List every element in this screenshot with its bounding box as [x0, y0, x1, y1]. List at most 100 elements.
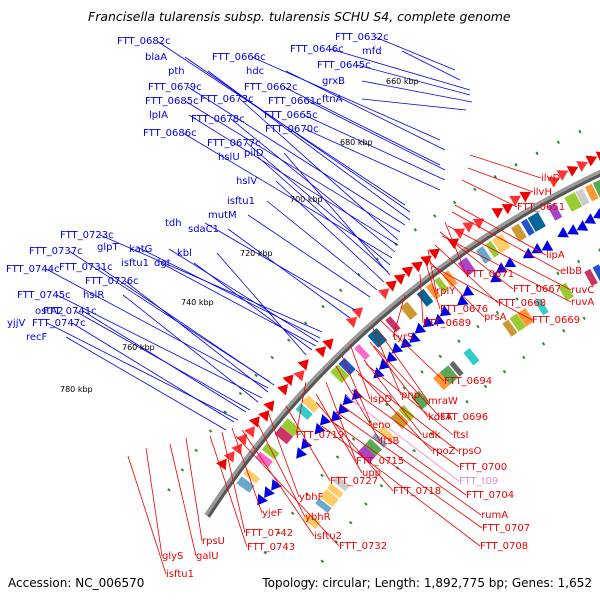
minus-strand-gene-label[interactable]: rpsU [202, 536, 225, 547]
minus-strand-gene-label[interactable]: pnp [401, 390, 420, 401]
minus-strand-gene-label[interactable]: glyS [162, 551, 183, 562]
minus-strand-gene-label[interactable]: FTT_0696 [440, 412, 488, 423]
plus-strand-gene-label[interactable]: FTT_0731c [59, 262, 113, 273]
minus-strand-gene-label[interactable]: mraW [428, 396, 458, 407]
minus-strand-gene-label[interactable]: FTT_0719 [296, 430, 344, 441]
minus-strand-gene-label[interactable]: tyrS [393, 332, 413, 343]
minus-strand-gene-label[interactable]: isftu1 [166, 569, 194, 580]
plus-strand-gene-label[interactable]: glpT [97, 242, 119, 253]
minus-strand-gene-label[interactable]: upp [362, 468, 381, 479]
minus-strand-gene-label[interactable]: isftu2 [314, 531, 342, 542]
plus-strand-gene-label[interactable]: katG [129, 244, 152, 255]
plus-strand-gene-label[interactable]: FTT_0673c [200, 94, 254, 105]
plus-strand-gene-label[interactable]: FTT_0678c [191, 114, 245, 125]
plus-strand-gene-label[interactable]: yjjV [7, 318, 25, 329]
plus-strand-gene-label[interactable]: FTT_0670c [265, 124, 319, 135]
backbone-shadow [204, 169, 600, 517]
minus-strand-gene-label[interactable]: rpoZ [432, 446, 456, 457]
plus-strand-gene-label[interactable]: hslR [83, 290, 104, 301]
plus-strand-gene-label[interactable]: FTT_0632c [335, 32, 389, 43]
plus-strand-gene-label[interactable]: FTT_0747c [32, 318, 86, 329]
minus-strand-gene-label[interactable]: ybhF [299, 492, 324, 503]
minus-strand-gene-label[interactable]: ybhR [305, 512, 331, 523]
plus-strand-gene-label[interactable]: recF [26, 332, 48, 343]
minus-strand-gene-label[interactable]: FTT_0700 [459, 462, 507, 473]
plus-strand-gene-label[interactable]: isftu1 [121, 258, 149, 269]
plus-strand-gene-label[interactable]: hslV [236, 176, 257, 187]
plus-strand-gene-label[interactable]: ostA2 [35, 306, 63, 317]
minus-strand-gene-label[interactable]: FTT_0743 [247, 542, 295, 553]
minus-strand-gene-label[interactable]: FTT_0671 [466, 269, 514, 280]
plus-strand-gene-label[interactable]: FTT_0685c [145, 96, 199, 107]
plus-strand-gene-arrow [504, 256, 517, 268]
plus-strand-gene-label[interactable]: FTT_0645c [317, 60, 371, 71]
minus-strand-gene-label[interactable]: ispD [370, 394, 392, 405]
plus-strand-gene-label[interactable]: hdc [246, 66, 264, 77]
plus-strand-gene-label[interactable]: FTT_0677c [207, 138, 261, 149]
minus-strand-gene-label[interactable]: FTT_0718 [393, 486, 441, 497]
plus-strand-gene-label[interactable]: tdh [165, 218, 182, 229]
minus-strand-gene-label[interactable]: prsA [484, 312, 507, 323]
plus-strand-gene-label[interactable]: FTT_0686c [143, 128, 197, 139]
minus-label-connector [365, 363, 454, 436]
minus-strand-gene-label[interactable]: ruvA [571, 297, 594, 308]
minus-strand-gene-label[interactable]: FTT_0668 [498, 298, 546, 309]
plus-strand-gene-label[interactable]: FTT_0682c [117, 36, 171, 47]
plus-strand-gene-label[interactable]: kbl [177, 248, 192, 259]
plus-strand-gene-label[interactable]: FTT_0745c [17, 290, 71, 301]
plus-strand-gene-label[interactable]: FTT_0723c [60, 230, 114, 241]
minus-strand-gene-label[interactable]: FTT_0669 [532, 315, 580, 326]
minus-strand-gene-label[interactable]: FTT_0732 [339, 541, 387, 552]
minus-strand-gene-arrow [258, 410, 270, 422]
minus-strand-gene-label[interactable]: ftsB [380, 436, 399, 447]
minus-strand-gene-label[interactable]: FTT_0742 [245, 528, 293, 539]
plus-strand-gene-label[interactable]: hslU [218, 152, 240, 163]
plus-strand-gene-label[interactable]: FTT_0679c [148, 82, 202, 93]
plus-strand-gene-label[interactable]: FTT_0646c [290, 44, 344, 55]
minus-strand-gene-label[interactable]: FTT_0667 [513, 284, 561, 295]
minus-strand-gene-label[interactable]: galU [196, 551, 219, 562]
minus-strand-gene-label[interactable]: ilvD [541, 173, 560, 184]
plus-strand-gene-label[interactable]: isftu1 [227, 196, 255, 207]
minus-strand-gene-label[interactable]: rpsO [458, 446, 482, 457]
minus-strand-gene-label[interactable]: FTT_0689 [423, 318, 471, 329]
minus-strand-gene-label[interactable]: elbB [560, 266, 582, 277]
minus-strand-gene-label[interactable]: lipA [546, 250, 565, 261]
plus-strand-gene-label[interactable]: pilD [244, 148, 264, 159]
minus-strand-gene-label[interactable]: rplY [436, 286, 456, 297]
minus-strand-gene-label[interactable]: ilvH [533, 187, 552, 198]
plus-strand-gene-label[interactable]: mfd [362, 46, 382, 57]
minus-strand-gene-label[interactable]: ruvC [571, 285, 594, 296]
minus-strand-gene-label[interactable]: FTT_0704 [466, 490, 514, 501]
plus-strand-gene-label[interactable]: FTT_0666c [212, 52, 266, 63]
minus-strand-gene-label[interactable]: FTT_0651 [517, 202, 565, 213]
plus-strand-gene-label[interactable]: FTT_0737c [29, 246, 83, 257]
plus-strand-gene-label[interactable]: FTT_0741c [43, 306, 97, 317]
plus-strand-gene-label[interactable]: mutM [208, 210, 237, 221]
minus-strand-gene-label[interactable]: FTT_0676 [440, 304, 488, 315]
minus-strand-gene-label[interactable]: rumA [481, 510, 508, 521]
minus-strand-gene-label[interactable]: kdsA [428, 412, 452, 423]
plus-strand-gene-label[interactable]: FTT_0665c [264, 110, 318, 121]
minus-strand-gene-label[interactable]: yjeF [262, 508, 283, 519]
minus-strand-gene-label[interactable]: FTT_0727 [330, 476, 378, 487]
minus-strand-gene-label[interactable]: FTT_0694 [444, 376, 492, 387]
minus-strand-gene-label[interactable]: FTT_0707 [482, 523, 530, 534]
minus-strand-gene-label[interactable]: FTT_t09 [459, 476, 498, 487]
plus-strand-gene-label[interactable]: FTT_0662c [244, 82, 298, 93]
minus-strand-gene-label[interactable]: ftsI [453, 430, 468, 441]
plus-strand-gene-label[interactable]: lpIA [149, 110, 168, 121]
plus-strand-gene-label[interactable]: blaA [145, 52, 167, 63]
minus-strand-gene-label[interactable]: udk [422, 430, 441, 441]
plus-strand-gene-label[interactable]: FTT_0726c [85, 276, 139, 287]
plus-strand-gene-label[interactable]: FTT_0744c [6, 264, 60, 275]
plus-strand-gene-label[interactable]: sdaC1 [188, 224, 219, 235]
plus-strand-gene-label[interactable]: FTT_0661c [268, 96, 322, 107]
plus-strand-gene-label[interactable]: grxB [322, 76, 345, 87]
minus-strand-gene-label[interactable]: FTT_0708 [480, 541, 528, 552]
plus-strand-gene-label[interactable]: dgt [154, 258, 171, 269]
minus-strand-gene-label[interactable]: eno [372, 420, 391, 431]
plus-strand-gene-label[interactable]: ftnA [322, 94, 343, 105]
minus-strand-gene-label[interactable]: FTT_0715 [356, 456, 404, 467]
plus-strand-gene-label[interactable]: pth [168, 66, 185, 77]
